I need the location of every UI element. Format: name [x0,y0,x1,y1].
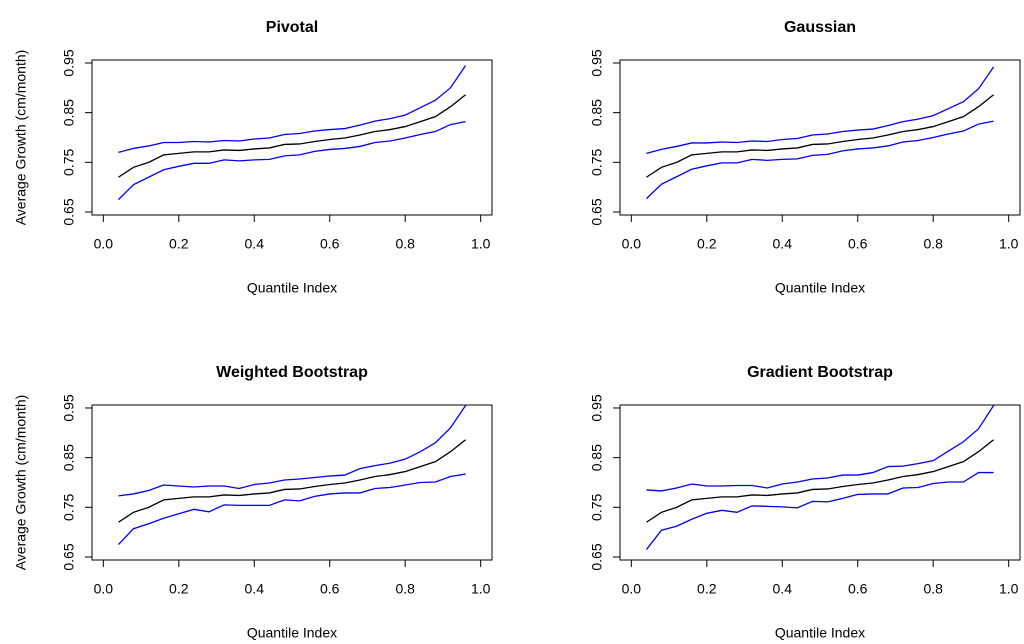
y-tick-label: 0.85 [589,99,605,126]
y-tick-label: 0.95 [589,49,605,76]
x-tick-label: 0.6 [320,236,340,252]
y-tick-label: 0.85 [589,444,605,471]
chart-title: Weighted Bootstrap [216,364,368,381]
x-tick-label: 0.2 [169,581,189,597]
x-tick-label: 0.4 [773,236,793,252]
x-tick-label: 0.0 [94,236,114,252]
y-tick-label: 0.75 [589,494,605,521]
x-tick-label: 0.2 [697,236,717,252]
x-tick-label: 0.2 [169,236,189,252]
x-tick-label: 0.0 [622,581,642,597]
y-tick-label: 0.75 [61,494,77,521]
series-line [646,66,995,155]
series-line [117,473,466,546]
y-tick-label: 0.85 [61,99,77,126]
y-tick-label: 0.65 [61,198,77,225]
series-line [118,94,466,178]
chart-title: Gaussian [784,19,856,36]
x-tick-label: 1.0 [471,236,491,252]
x-tick-label: 1.0 [999,236,1019,252]
x-tick-label: 0.6 [320,581,340,597]
x-tick-label: 0.8 [923,236,943,252]
x-tick-label: 0.4 [245,581,265,597]
series-line [117,120,466,201]
x-tick-label: 0.2 [697,581,717,597]
x-tick-label: 0.8 [923,581,943,597]
x-tick-label: 0.8 [395,581,415,597]
series-line [645,120,994,200]
y-tick-label: 0.75 [589,149,605,176]
x-tick-label: 0.4 [245,236,265,252]
x-tick-label: 1.0 [471,581,491,597]
y-tick-label: 0.95 [61,49,77,76]
series-line [118,65,467,154]
series-line [646,405,995,492]
x-tick-label: 0.8 [395,236,415,252]
x-axis-label: Quantile Index [247,280,337,296]
series-line [118,405,467,497]
series-line [118,439,466,523]
plot-box [91,404,493,561]
x-axis-label: Quantile Index [775,280,865,296]
x-tick-label: 1.0 [999,581,1019,597]
x-tick-label: 0.6 [848,581,868,597]
x-tick-label: 0.0 [622,236,642,252]
x-axis-label: Quantile Index [775,625,865,641]
y-tick-label: 0.95 [589,394,605,421]
y-tick-label: 0.65 [61,543,77,570]
chart-title: Pivotal [266,19,318,36]
series-line [645,471,994,550]
y-tick-label: 0.95 [61,394,77,421]
x-tick-label: 0.6 [848,236,868,252]
y-tick-label: 0.85 [61,444,77,471]
y-tick-label: 0.65 [589,198,605,225]
plot-box [619,404,1021,561]
x-tick-label: 0.0 [94,581,114,597]
x-tick-label: 0.4 [773,581,793,597]
x-axis-label: Quantile Index [247,625,337,641]
plot-box [91,59,493,216]
y-tick-label: 0.65 [589,543,605,570]
chart-title: Gradient Bootstrap [747,364,893,381]
series-line [646,439,994,523]
y-axis-label: Average Growth (cm/month) [13,50,29,226]
series-line [646,94,994,178]
plot-box [619,59,1021,216]
y-axis-label: Average Growth (cm/month) [13,395,29,571]
y-tick-label: 0.75 [61,149,77,176]
